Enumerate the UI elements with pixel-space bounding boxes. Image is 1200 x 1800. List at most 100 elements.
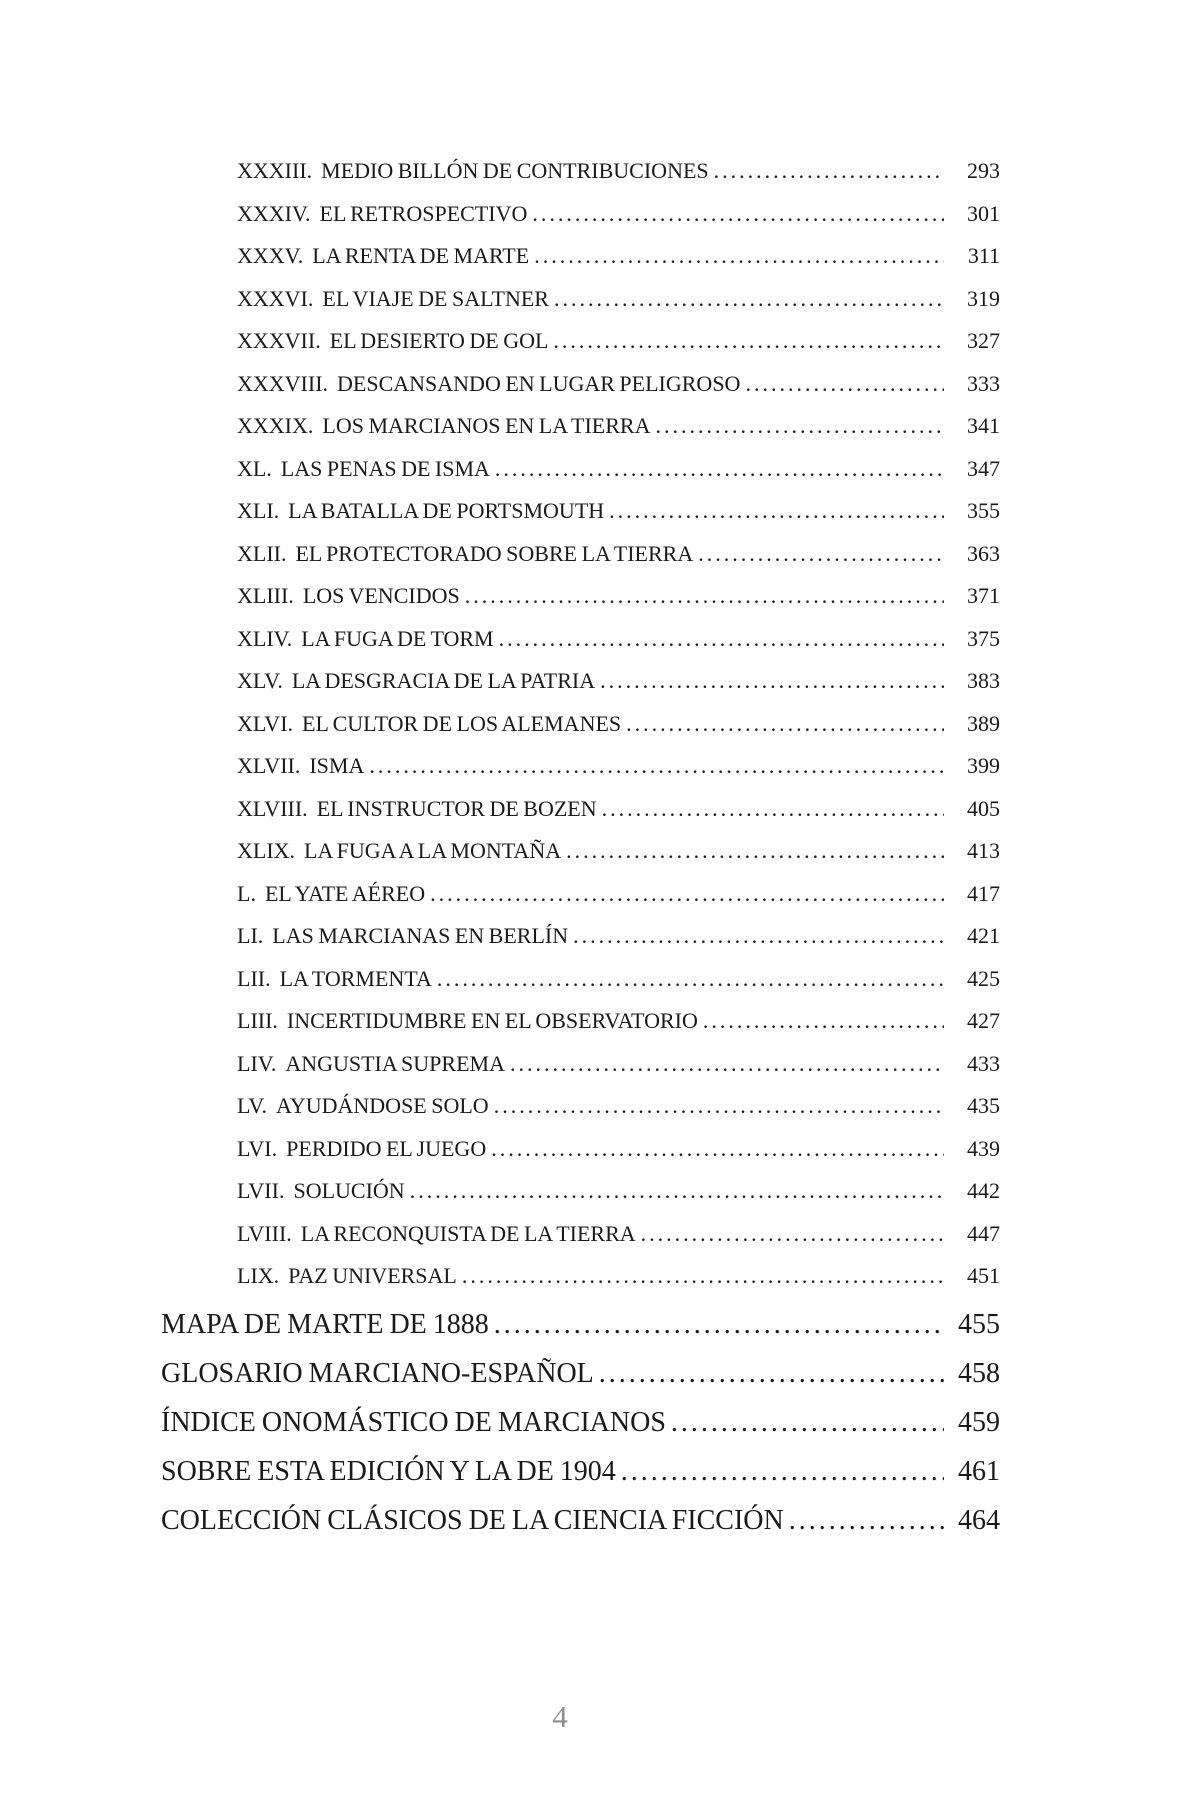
chapter-numeral: XLV. bbox=[237, 668, 283, 693]
toc-entry: XLIII. LOS VENCIDOS 371 bbox=[161, 575, 1000, 618]
dot-leader bbox=[437, 958, 944, 1001]
dot-leader bbox=[491, 1128, 944, 1171]
toc-entry: XL. LAS PENAS DE ISMA 347 bbox=[161, 448, 1000, 491]
toc-entry: LVI. PERDIDO EL JUEGO 439 bbox=[161, 1128, 1000, 1171]
chapter-title: LAS MARCIANAS EN BERLÍN bbox=[272, 923, 569, 948]
toc-entry: LIX. PAZ UNIVERSAL 451 bbox=[161, 1255, 1000, 1298]
chapter-numeral: LII. bbox=[237, 965, 271, 991]
dot-leader bbox=[553, 320, 944, 363]
toc-entry: LII. LA TORMENTA 425 bbox=[161, 958, 1000, 1001]
chapter-numeral: XXXIII. bbox=[237, 158, 313, 183]
dot-leader bbox=[532, 193, 944, 236]
chapter-list: XXXIII. MEDIO BILLÓN DE CONTRIBUCIONES 293… bbox=[161, 150, 1000, 1298]
section-title: ÍNDICE ONOMÁSTICO DE MARCIANOS bbox=[161, 1406, 666, 1438]
chapter-title: EL PROTECTORADO SOBRE LA TIERRA bbox=[295, 540, 694, 566]
chapter-numeral: LVIII. bbox=[237, 1220, 292, 1246]
dot-leader bbox=[510, 1043, 944, 1086]
toc-entry: ÍNDICE ONOMÁSTICO DE MARCIANOS 459 bbox=[161, 1398, 1000, 1447]
entry-page-number: 447 bbox=[967, 1220, 1000, 1246]
chapter-numeral: XXXIX. bbox=[237, 413, 314, 438]
chapter-title: PERDIDO EL JUEGO bbox=[286, 1135, 487, 1161]
table-of-contents: XXXIII. MEDIO BILLÓN DE CONTRIBUCIONES 293… bbox=[161, 150, 1000, 1545]
chapter-numeral: XXXV. bbox=[237, 243, 304, 268]
entry-page-number: 433 bbox=[967, 1050, 1000, 1076]
toc-entry: XLII. EL PROTECTORADO SOBRE LA TIERRA 363 bbox=[161, 533, 1000, 576]
dot-leader bbox=[621, 1447, 944, 1496]
toc-entry: LV. AYUDÁNDOSE SOLO 435 bbox=[161, 1085, 1000, 1128]
chapter-title: LA DESGRACIA DE LA PATRIA bbox=[291, 668, 596, 693]
dot-leader bbox=[573, 915, 944, 958]
toc-entry: XXXIV. EL RETROSPECTIVO 301 bbox=[161, 193, 1000, 236]
chapter-numeral: XLII. bbox=[237, 540, 287, 566]
entry-page-number: 333 bbox=[967, 370, 1000, 396]
entry-page-number: 435 bbox=[967, 1093, 1000, 1118]
chapter-title: LA FUGA A LA MONTAÑA bbox=[304, 838, 562, 863]
chapter-title: LA TORMENTA bbox=[279, 965, 432, 991]
toc-entry: XXXIX. LOS MARCIANOS EN LA TIERRA 341 bbox=[161, 405, 1000, 448]
entry-page-number: 417 bbox=[967, 880, 1000, 906]
entry-page-number: 319 bbox=[967, 285, 1000, 311]
dot-leader bbox=[369, 745, 944, 788]
entry-page-number: 405 bbox=[967, 795, 1000, 821]
dot-leader bbox=[495, 448, 944, 491]
chapter-numeral: LVII. bbox=[237, 1178, 285, 1203]
chapter-title: EL CULTOR DE LOS ALEMANES bbox=[302, 710, 622, 736]
chapter-title: LAS PENAS DE ISMA bbox=[280, 455, 490, 481]
chapter-numeral: LIV. bbox=[237, 1050, 277, 1076]
entry-page-number: 301 bbox=[967, 200, 1000, 226]
chapter-numeral: XL. bbox=[237, 455, 272, 481]
dot-leader bbox=[602, 788, 944, 831]
toc-entry: LVIII. LA RECONQUISTA DE LA TIERRA 447 bbox=[161, 1213, 1000, 1256]
entry-page-number: 341 bbox=[967, 413, 1000, 438]
dot-leader bbox=[703, 1000, 944, 1043]
chapter-numeral: XLVIII. bbox=[237, 795, 308, 821]
toc-entry: XLVI. EL CULTOR DE LOS ALEMANES 389 bbox=[161, 703, 1000, 746]
entry-page-number: 327 bbox=[967, 328, 1000, 353]
chapter-title: LOS MARCIANOS EN LA TIERRA bbox=[322, 413, 651, 438]
toc-entry: LI. LAS MARCIANAS EN BERLÍN 421 bbox=[161, 915, 1000, 958]
toc-entry: XXXVII. EL DESIERTO DE GOL 327 bbox=[161, 320, 1000, 363]
chapter-numeral: XLI. bbox=[237, 498, 280, 523]
chapter-title: LOS VENCIDOS bbox=[302, 583, 460, 608]
section-title: COLECCIÓN CLÁSICOS DE LA CIENCIA FICCIÓN bbox=[161, 1504, 784, 1536]
toc-entry: MAPA DE MARTE DE 1888 455 bbox=[161, 1300, 1000, 1349]
entry-page-number: 399 bbox=[967, 753, 1000, 778]
entry-page-number: 389 bbox=[967, 710, 1000, 736]
entry-page-number: 451 bbox=[967, 1263, 1000, 1288]
dot-leader bbox=[534, 235, 944, 278]
toc-entry: XLI. LA BATALLA DE PORTSMOUTH 355 bbox=[161, 490, 1000, 533]
dot-leader bbox=[789, 1496, 944, 1545]
chapter-numeral: XLVI. bbox=[237, 710, 294, 736]
entry-page-number: 458 bbox=[958, 1357, 1000, 1389]
chapter-title: AYUDÁNDOSE SOLO bbox=[275, 1093, 489, 1118]
chapter-title: LA RECONQUISTA DE LA TIERRA bbox=[300, 1220, 636, 1246]
entry-page-number: 427 bbox=[967, 1008, 1000, 1033]
entry-page-number: 459 bbox=[958, 1406, 1000, 1438]
entry-page-number: 347 bbox=[967, 455, 1000, 481]
dot-leader bbox=[566, 830, 944, 873]
chapter-numeral: L. bbox=[237, 880, 256, 906]
dot-leader bbox=[430, 873, 944, 916]
chapter-title: EL YATE AÉREO bbox=[264, 880, 426, 906]
dot-leader bbox=[494, 1085, 944, 1128]
dot-leader bbox=[714, 150, 944, 193]
dot-leader bbox=[600, 660, 944, 703]
chapter-numeral: LVI. bbox=[237, 1135, 278, 1161]
dot-leader bbox=[465, 575, 944, 618]
toc-entry: XLVII. ISMA 399 bbox=[161, 745, 1000, 788]
chapter-numeral: LIX. bbox=[237, 1263, 280, 1288]
section-title: SOBRE ESTA EDICIÓN Y LA DE 1904 bbox=[161, 1455, 616, 1487]
toc-entry: XLIV. LA FUGA DE TORM 375 bbox=[161, 618, 1000, 661]
dot-leader bbox=[599, 1349, 944, 1398]
chapter-title: MEDIO BILLÓN DE CONTRIBUCIONES bbox=[321, 158, 709, 183]
entry-page-number: 442 bbox=[967, 1178, 1000, 1203]
chapter-numeral: XLIX. bbox=[237, 838, 296, 863]
dot-leader bbox=[671, 1398, 944, 1447]
toc-entry: XLIX. LA FUGA A LA MONTAÑA 413 bbox=[161, 830, 1000, 873]
chapter-numeral: LI. bbox=[237, 923, 264, 948]
section-title: MAPA DE MARTE DE 1888 bbox=[161, 1308, 489, 1340]
chapter-numeral: XLIV. bbox=[237, 625, 293, 651]
back-matter-list: MAPA DE MARTE DE 1888 455 GLOSARIO MARCIA… bbox=[161, 1300, 1000, 1545]
chapter-title: DESCANSANDO EN LUGAR PELIGROSO bbox=[337, 370, 741, 396]
